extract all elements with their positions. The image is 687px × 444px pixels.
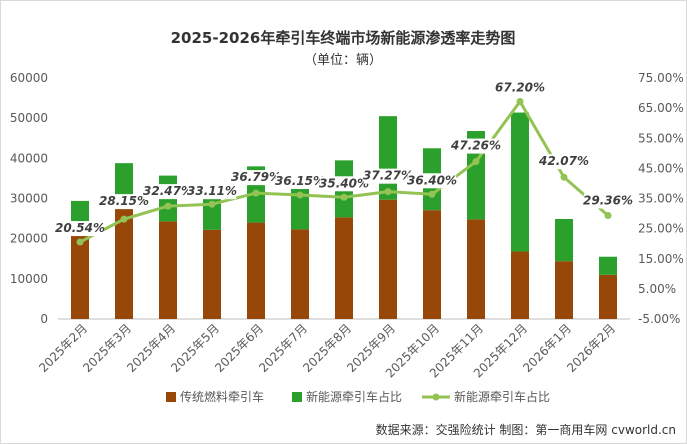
penetration-point (516, 97, 524, 105)
data-label-bg (583, 193, 633, 209)
penetration-point (252, 189, 260, 197)
source-note: 数据来源：交强险统计 制图：第一商用车网 cvworld.cn (376, 422, 676, 437)
data-label: 20.54% (55, 221, 105, 235)
bar-new-energy (555, 218, 573, 262)
data-label: 36.79% (231, 170, 281, 184)
y-right-tick-label: 15.00% (638, 252, 684, 266)
data-label-bg (319, 176, 369, 192)
data-label-bg (275, 174, 325, 190)
data-label: 36.40% (407, 173, 457, 187)
data-label: 42.07% (538, 154, 589, 168)
legend-label: 传统燃料牵引车 (180, 389, 264, 404)
bar-traditional (291, 229, 309, 319)
data-label-bg (539, 154, 589, 170)
y-right-tick-label: 45.00% (638, 161, 684, 175)
bar-traditional (467, 219, 485, 319)
penetration-point (560, 173, 568, 181)
y-left-tick-label: 60000 (10, 71, 48, 85)
y-left-tick-label: 10000 (10, 272, 48, 286)
bar-traditional (423, 210, 441, 319)
y-right-tick-label: 75.00% (638, 71, 684, 85)
bar-traditional (159, 221, 177, 319)
chart-subtitle: （单位：辆） (304, 53, 382, 68)
bar-new-energy (511, 112, 529, 252)
data-label: 67.20% (495, 80, 545, 94)
data-label-bg (451, 138, 501, 154)
data-label: 32.47% (143, 184, 193, 198)
y-left-tick-label: 20000 (10, 232, 48, 246)
data-label: 36.15% (275, 174, 325, 188)
y-left-tick-label: 40000 (10, 151, 48, 165)
penetration-point (208, 200, 216, 208)
legend-label: 新能源牵引车占比 (306, 389, 402, 404)
data-label: 29.36% (583, 193, 633, 207)
bar-new-energy (379, 116, 397, 200)
data-label-bg (363, 168, 413, 184)
bar-traditional (379, 199, 397, 319)
penetration-point (472, 158, 480, 166)
line-layer (76, 97, 612, 246)
penetration-point (76, 238, 84, 246)
bars-layer (71, 112, 617, 319)
penetration-point (340, 193, 348, 201)
bar-traditional (599, 274, 617, 319)
penetration-point (120, 215, 128, 223)
bar-traditional (247, 222, 265, 319)
data-label: 35.40% (319, 176, 369, 190)
penetration-point (428, 190, 436, 198)
y-right-tick-label: 35.00% (638, 192, 684, 206)
data-label-bg (143, 184, 193, 200)
bar-traditional (115, 206, 133, 319)
bar-traditional (203, 229, 221, 319)
data-label-bg (231, 170, 281, 186)
data-label-bg (99, 194, 149, 210)
y-right-tick-label: 5.00% (638, 282, 676, 296)
y-right-tick-label: -5.00% (638, 312, 680, 326)
bar-traditional (511, 251, 529, 319)
data-labels-layer: 20.54% 28.15%32.47%33.11%36.79%36.15%35.4… (55, 80, 633, 237)
bar-traditional (335, 217, 353, 319)
data-label-bg (495, 80, 545, 96)
data-label-bg (55, 221, 105, 237)
y-right-tick-label: 55.00% (638, 131, 684, 145)
y-right-tick-label: 25.00% (638, 222, 684, 236)
penetration-point (604, 211, 612, 219)
penetration-point (164, 202, 172, 210)
legend-swatch (292, 392, 302, 402)
y-left-tick-label: 50000 (10, 111, 48, 125)
bar-new-energy (71, 200, 89, 226)
bar-traditional (555, 261, 573, 319)
data-label-bg (187, 184, 237, 200)
y-right-tick-label: 65.00% (638, 101, 684, 115)
legend-swatch (166, 392, 176, 402)
penetration-point (384, 188, 392, 196)
legend-line-marker (432, 393, 440, 401)
bar-new-energy (291, 178, 309, 230)
data-label: 37.27% (363, 169, 413, 183)
data-label: 47.26% (450, 139, 501, 153)
data-label: 28.15% (99, 194, 149, 208)
penetration-point (296, 191, 304, 199)
chart-title: 2025-2026年牵引车终端市场新能源渗透率走势图 (171, 29, 516, 47)
legend-label: 新能源牵引车占比 (454, 389, 550, 404)
y-left-tick-label: 0 (40, 312, 48, 326)
bar-new-energy (599, 256, 617, 275)
bar-traditional (71, 225, 89, 319)
data-label-bg (407, 173, 457, 189)
data-label: 33.11% (187, 184, 237, 198)
legend: 传统燃料牵引车 新能源牵引车占比 新能源牵引车占比 (166, 389, 550, 404)
y-left-tick-label: 30000 (10, 192, 48, 206)
